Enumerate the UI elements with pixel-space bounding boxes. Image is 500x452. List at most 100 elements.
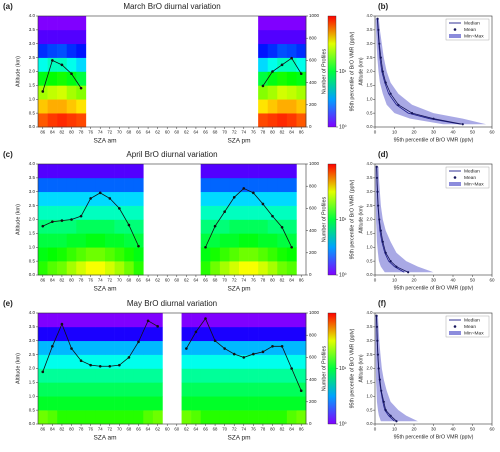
x-tick-label: 40 [450,130,456,135]
heatmap-cell [296,71,307,86]
legend-swatch [449,331,461,335]
x-tick-label: 78 [261,130,266,135]
y-tick-label: 4.0 [29,161,36,166]
profile-count-point [280,225,284,229]
heatmap-cell [66,191,77,206]
heatmap-cell [85,396,96,411]
x-tick-label: 86 [299,130,304,135]
x-tick-label: 82 [280,130,285,135]
mean-point [379,56,382,59]
mean-point [377,28,380,31]
heatmap-cell [76,85,87,100]
heatmap-cell [286,113,297,128]
profile-count-point [98,191,102,195]
heatmap-cell [267,354,278,369]
heatmap-cell [57,85,68,100]
heatmap-cell [38,57,48,72]
heatmap-cell [229,410,240,425]
profile-count-point [108,364,112,368]
heatmap-cell [95,313,106,328]
y-tick-label: 0.5 [367,110,374,115]
x-tick-label: 74 [241,130,246,135]
profile-count-point [232,352,236,356]
chart-title: April BrO diurnal variation [126,150,217,159]
heatmap-cell [258,313,269,328]
y-axis-label: Altitude (km) [15,204,21,235]
min-max-band [375,166,434,273]
x-axis-label: 95th percentile of BrO VMR (pptv) [394,285,474,291]
y2-tick-label: 800 [309,332,317,337]
heatmap-cell [85,368,96,383]
heatmap-cell [47,410,58,425]
x-tick-label: 40 [450,278,456,283]
heatmap-cell [277,368,288,383]
mean-point [376,17,379,20]
heatmap-cell [267,191,278,206]
heatmap-cell [66,247,77,262]
heatmap-cell [143,382,154,397]
heatmap-cell [219,247,230,262]
x-tick-label: 30 [431,130,437,135]
heatmap-cell [277,354,288,369]
heatmap-cell [267,57,278,72]
x-tick-label: 60 [489,278,495,283]
y-tick-label: 0.0 [29,421,36,426]
y-tick-label: 1.0 [367,393,374,398]
y2-axis-label: Number of Profiles [321,196,327,242]
heatmap-cell [200,177,211,193]
heatmap-cell [66,57,77,72]
legend-label: Median [464,317,480,323]
heatmap-cell [258,261,269,276]
colorbar [327,312,337,425]
x-tick-label: 68 [213,427,218,432]
y-tick-label: 1.0 [29,96,36,101]
panel-label: (b) [378,2,389,11]
heatmap-cell [47,247,58,262]
x-tick-label: 66 [203,130,208,135]
y-tick-label: 0.5 [29,110,36,115]
heatmap-cell [267,29,278,45]
heatmap-cell [152,410,163,425]
y-tick-label: 0.5 [29,258,36,263]
x-tick-label: 78 [79,427,84,432]
heatmap-cell [267,16,278,31]
y2-tick-label: 1000 [309,310,320,315]
heatmap-cell [114,354,125,369]
x-tick-label: 10 [392,130,398,135]
heatmap-cell [191,354,202,369]
heatmap-cell [200,340,211,355]
x-tick-label: 64 [194,278,199,283]
heatmap-cell [47,43,58,58]
x-tick-label: 20 [411,427,417,432]
x-tick-label: 50 [470,130,476,135]
heatmap-cell [267,164,278,179]
heatmap-cell [277,261,288,276]
x-axis-label: SZA am [93,286,116,293]
heatmap-cell [76,326,87,342]
y-tick-label: 0.5 [367,258,374,263]
heatmap-cell [248,354,259,369]
mean-point [381,70,384,73]
heatmap-cell [277,16,288,31]
profile-count-point [271,70,274,73]
y-tick-label: 2.0 [29,217,36,222]
profile-count-point [242,187,246,190]
heatmap-cell [57,396,68,411]
heatmap-cell [258,164,269,179]
heatmap-cell [296,326,307,342]
heatmap-cell [286,326,297,342]
heatmap-cell [95,382,106,397]
heatmap-cell [105,205,115,220]
heatmap-cell [66,164,77,179]
heatmap-cell [133,410,144,425]
x-tick-label: 86 [299,278,304,283]
y-tick-label: 3.5 [29,27,36,32]
heatmap-cell [248,219,259,234]
y-tick-label: 3.5 [367,324,374,329]
heatmap-cell [114,191,125,206]
heatmap-cell [229,340,240,355]
heatmap-cell [296,16,307,31]
heatmap-cell [47,29,58,45]
heatmap-cell [114,410,125,425]
panel-label: (a) [3,2,13,11]
